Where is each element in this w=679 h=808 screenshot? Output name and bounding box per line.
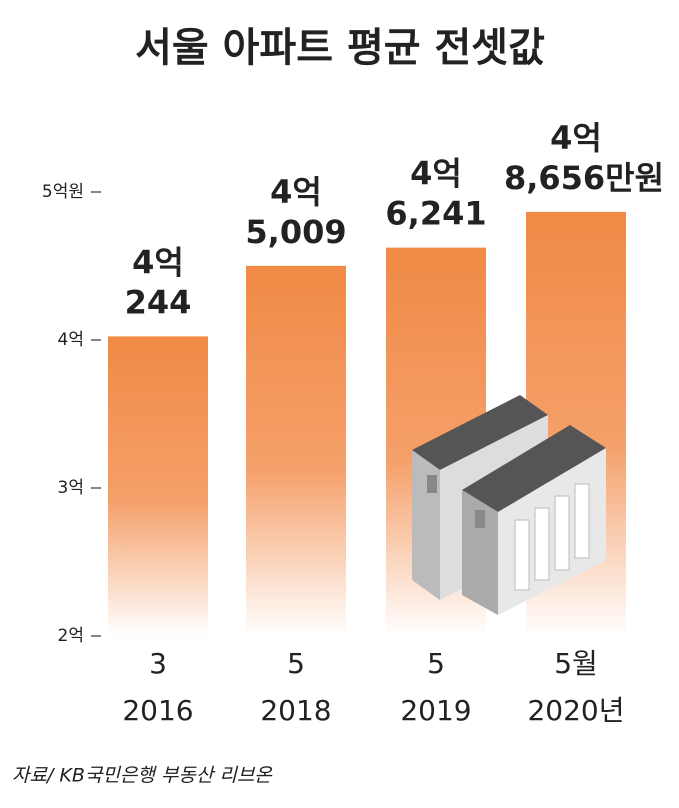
y-tick-label: 2억 [58,626,84,646]
x-tick-label: 2018 [260,694,331,727]
x-tick-label: 2016 [122,694,193,727]
value-label: 4억 [132,243,184,281]
value-label: 4억 [270,173,322,211]
building-illustration [412,395,606,615]
y-tick-label: 4억 [58,330,84,350]
bar [246,265,346,636]
chart-title: 서울 아파트 평균 전셋값 [135,25,545,71]
value-label: 4억 [410,155,462,193]
value-label: 5,009 [245,213,346,251]
value-label: 6,241 [385,195,486,233]
bar [108,336,208,636]
x-tick-label: 5 [427,647,445,680]
y-tick-label: 5억원 [42,182,84,202]
y-tick-label: 3억 [58,478,84,498]
x-tick-label: 2020년 [527,694,624,727]
x-tick-label: 2019 [400,694,471,727]
value-label: 244 [125,283,192,321]
source: 자료/ KB국민은행 부동산 리브온 [12,765,273,787]
x-tick-label: 5월 [554,647,598,680]
x-tick-label: 3 [149,647,167,680]
value-label: 8,656만원 [504,159,664,197]
x-tick-label: 5 [287,647,305,680]
value-label: 4억 [550,119,602,157]
